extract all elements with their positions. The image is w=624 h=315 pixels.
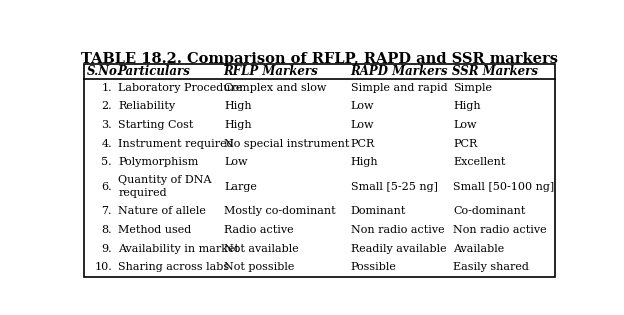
- Text: 1.: 1.: [102, 83, 112, 93]
- Text: 5.: 5.: [102, 157, 112, 167]
- Text: Low: Low: [453, 120, 477, 130]
- Text: Particulars: Particulars: [117, 65, 190, 78]
- Text: Low: Low: [225, 157, 248, 167]
- Text: RFLP Markers: RFLP Markers: [223, 65, 318, 78]
- Text: High: High: [351, 157, 378, 167]
- Text: 3.: 3.: [102, 120, 112, 130]
- Text: Possible: Possible: [351, 262, 397, 272]
- Text: Low: Low: [351, 101, 374, 112]
- Text: Excellent: Excellent: [453, 157, 505, 167]
- Text: Readily available: Readily available: [351, 243, 446, 254]
- Text: Low: Low: [351, 120, 374, 130]
- Text: Not possible: Not possible: [225, 262, 295, 272]
- Text: Nature of allele: Nature of allele: [119, 206, 206, 216]
- Text: Radio active: Radio active: [225, 225, 294, 235]
- Text: RAPD Markers: RAPD Markers: [350, 65, 447, 78]
- Text: Co-dominant: Co-dominant: [453, 206, 525, 216]
- Text: Simple and rapid: Simple and rapid: [351, 83, 447, 93]
- Text: Dominant: Dominant: [351, 206, 406, 216]
- Text: High: High: [453, 101, 480, 112]
- Text: Small [50-100 ng]: Small [50-100 ng]: [453, 182, 554, 192]
- Text: High: High: [225, 101, 252, 112]
- Text: 6.: 6.: [102, 182, 112, 192]
- Text: 7.: 7.: [102, 206, 112, 216]
- Text: TABLE 18.2. Comparison of RFLP, RAPD and SSR markers: TABLE 18.2. Comparison of RFLP, RAPD and…: [81, 52, 558, 66]
- Text: Laboratory Procedure: Laboratory Procedure: [119, 83, 243, 93]
- Text: Instrument required: Instrument required: [119, 139, 234, 149]
- Text: Method used: Method used: [119, 225, 192, 235]
- Text: Available: Available: [453, 243, 504, 254]
- Text: Availability in market: Availability in market: [119, 243, 239, 254]
- Text: Not available: Not available: [225, 243, 300, 254]
- Text: Non radio active: Non radio active: [453, 225, 547, 235]
- Text: 8.: 8.: [102, 225, 112, 235]
- Text: Reliability: Reliability: [119, 101, 175, 112]
- Text: Polymorphism: Polymorphism: [119, 157, 198, 167]
- Text: Starting Cost: Starting Cost: [119, 120, 193, 130]
- Text: Quantity of DNA
required: Quantity of DNA required: [119, 175, 212, 198]
- Text: Sharing across labs: Sharing across labs: [119, 262, 230, 272]
- Text: 10.: 10.: [94, 262, 112, 272]
- Text: PCR: PCR: [351, 139, 375, 149]
- Text: PCR: PCR: [453, 139, 477, 149]
- Text: Simple: Simple: [453, 83, 492, 93]
- Text: 9.: 9.: [102, 243, 112, 254]
- Text: 2.: 2.: [102, 101, 112, 112]
- Text: Small [5-25 ng]: Small [5-25 ng]: [351, 182, 438, 192]
- Text: Large: Large: [225, 182, 257, 192]
- Text: No special instrument: No special instrument: [225, 139, 350, 149]
- Text: S.No.: S.No.: [87, 65, 121, 78]
- Text: Complex and slow: Complex and slow: [225, 83, 327, 93]
- Text: Easily shared: Easily shared: [453, 262, 529, 272]
- Text: Mostly co-dominant: Mostly co-dominant: [225, 206, 336, 216]
- Text: 4.: 4.: [102, 139, 112, 149]
- Text: Non radio active: Non radio active: [351, 225, 444, 235]
- Text: High: High: [225, 120, 252, 130]
- Text: SSR Markers: SSR Markers: [452, 65, 539, 78]
